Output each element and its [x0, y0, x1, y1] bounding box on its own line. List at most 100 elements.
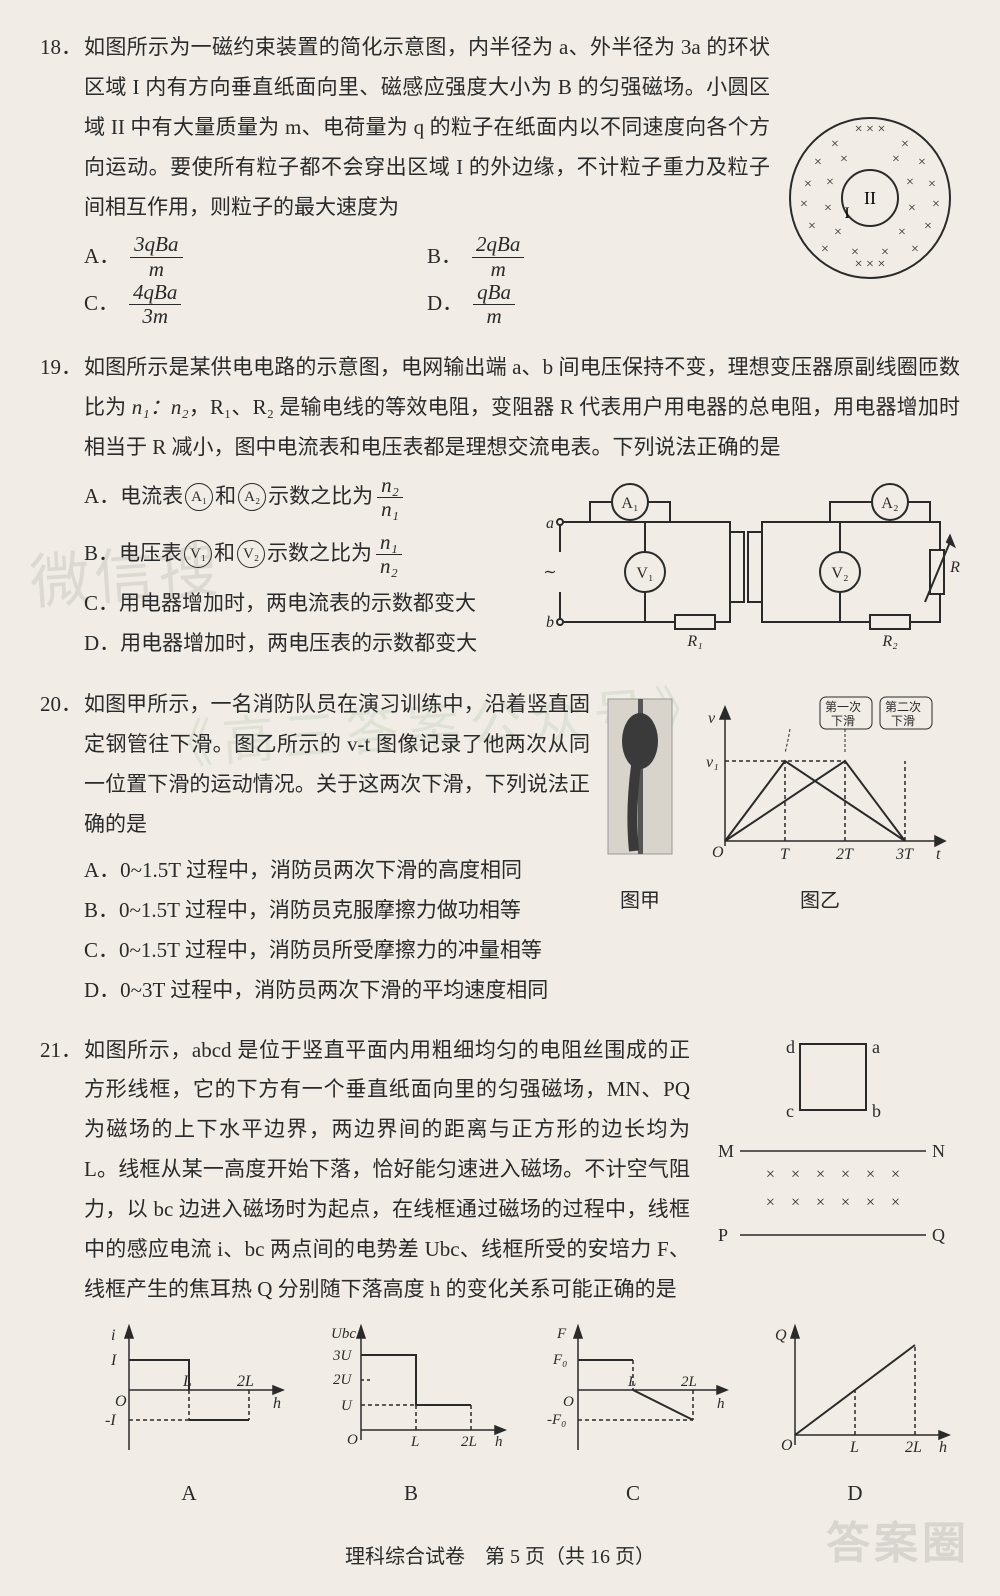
q21-graph-B: Ubc 3U 2U U O L 2L h B [306, 1320, 516, 1514]
question-21: 21． da cb MN PQ × × × × × × [40, 1031, 960, 1514]
q19-A2-label: A₂ [881, 495, 898, 512]
q18-number: 18． [40, 28, 82, 68]
svg-text:-F₀: -F₀ [547, 1412, 566, 1428]
svg-text:O: O [712, 844, 724, 861]
svg-text:×: × [824, 201, 832, 216]
svg-text:L: L [182, 1373, 192, 1390]
svg-text:-I: -I [105, 1412, 116, 1429]
svg-text:Q: Q [932, 1225, 945, 1245]
q19-number: 19． [40, 348, 82, 388]
svg-text:a: a [872, 1037, 880, 1057]
svg-text:2T: 2T [836, 846, 854, 863]
svg-text:×: × [898, 225, 906, 240]
q18-option-C: C． 4qBa3m [84, 281, 427, 328]
q21-graph-A: i I -I O L 2L h A [84, 1320, 294, 1514]
svg-text:2L: 2L [905, 1439, 922, 1456]
q20-option-D: D．0~3T 过程中，消防员两次下滑的平均速度相同 [84, 971, 960, 1011]
q18-label-II: II [864, 188, 876, 208]
svg-text:下滑: 下滑 [831, 714, 855, 728]
q21-graph-B-label: B [306, 1474, 516, 1514]
q19-stem: 如图所示是某供电电路的示意图，电网输出端 a、b 间电压保持不变，理想变压器原副… [84, 348, 960, 468]
svg-text:×: × [808, 219, 816, 234]
svg-text:T: T [780, 846, 790, 863]
svg-text:L: L [627, 1374, 636, 1390]
svg-text:I: I [110, 1352, 117, 1369]
svg-text:×: × [918, 155, 926, 170]
svg-text:N: N [932, 1141, 945, 1161]
svg-text:h: h [495, 1434, 503, 1450]
q19-A1-label: A₁ [621, 495, 638, 512]
page-footer: 理科综合试卷 第 5 页（共 16 页） [40, 1538, 960, 1576]
q21-graph-C: F F₀ -F₀ O L 2L h C [528, 1320, 738, 1514]
svg-text:2L: 2L [681, 1374, 697, 1390]
svg-text:Q: Q [775, 1327, 787, 1344]
q18-label-I: I [844, 205, 849, 222]
svg-text:×: × [814, 155, 822, 170]
svg-text:O: O [347, 1432, 358, 1448]
svg-text:× × ×: × × × [855, 122, 886, 137]
svg-text:2L: 2L [461, 1434, 477, 1450]
q20-number: 20． [40, 685, 82, 725]
q18-figure: × × × ×× ×× ×× ×× ×× ×× ×× ×× ×× ×× × × … [780, 108, 960, 302]
svg-text:×: × [840, 152, 848, 167]
svg-text:×: × [804, 177, 812, 192]
svg-text:3T: 3T [895, 846, 914, 863]
svg-text:h: h [717, 1396, 725, 1412]
svg-text:×: × [834, 225, 842, 240]
q21-graph-A-label: A [84, 1474, 294, 1514]
svg-text:a: a [546, 515, 554, 532]
svg-text:× × × × × ×: × × × × × × [766, 1166, 900, 1183]
q19-option-A: A．电流表 A₁ 和 A₂ 示数之比为 n₂n₁ [84, 474, 520, 521]
svg-text:∼: ∼ [543, 564, 556, 581]
q18-option-A: A． 3qBam [84, 233, 427, 280]
svg-text:×: × [924, 219, 932, 234]
svg-text:c: c [786, 1101, 794, 1121]
svg-text:R: R [949, 559, 960, 576]
svg-text:i: i [111, 1327, 115, 1344]
stamp: 答案圈 [826, 1502, 970, 1586]
svg-text:×: × [826, 175, 834, 190]
q20-vt-graph-icon: v v₁ O T 2T 3T t 第一次下滑 [690, 691, 950, 866]
q20-caption-2: 图乙 [690, 882, 950, 920]
svg-text:×: × [932, 197, 940, 212]
svg-text:L: L [410, 1434, 419, 1450]
svg-text:Ubc: Ubc [331, 1326, 356, 1342]
svg-text:×: × [821, 242, 829, 257]
svg-text:2L: 2L [237, 1373, 254, 1390]
svg-text:R₂: R₂ [881, 633, 898, 650]
svg-text:× × × × × ×: × × × × × × [766, 1194, 900, 1211]
svg-text:×: × [831, 137, 839, 152]
q18-diagram-icon: × × × ×× ×× ×× ×× ×× ×× ×× ×× ×× ×× × × … [780, 108, 960, 288]
q18-option-B: B． 2qBam [427, 233, 770, 280]
q19-V2-label: V₂ [831, 565, 848, 582]
svg-text:×: × [851, 245, 859, 260]
svg-text:P: P [718, 1225, 728, 1245]
svg-text:×: × [911, 242, 919, 257]
svg-text:×: × [928, 177, 936, 192]
svg-text:×: × [892, 152, 900, 167]
question-18: 18． × × × ×× ×× ×× ×× ×× ×× ×× ×× ×× ×× [40, 28, 960, 328]
question-20: 20． 图甲 [40, 685, 960, 1010]
svg-text:t: t [936, 846, 941, 863]
q21-figure: da cb MN PQ × × × × × × × × × × × × [700, 1031, 960, 1265]
svg-text:b: b [872, 1101, 881, 1121]
q21-graphs: i I -I O L 2L h A [84, 1320, 960, 1514]
q20-figures: 图甲 [600, 691, 960, 920]
q21-graph-D: Q O L 2L h D [750, 1320, 960, 1514]
svg-text:O: O [781, 1437, 793, 1454]
svg-text:下滑: 下滑 [891, 714, 915, 728]
svg-text:M: M [718, 1141, 734, 1161]
svg-text:第二次: 第二次 [885, 700, 921, 714]
svg-text:F: F [556, 1326, 567, 1342]
svg-text:第一次: 第一次 [825, 700, 861, 714]
svg-text:U: U [341, 1398, 353, 1414]
q18-option-D: D． qBam [427, 281, 770, 328]
svg-text:v₁: v₁ [706, 754, 719, 771]
svg-text:R₁: R₁ [686, 633, 702, 650]
svg-text:v: v [708, 710, 716, 727]
svg-text:F₀: F₀ [552, 1352, 567, 1368]
svg-text:h: h [939, 1439, 947, 1456]
q19-circuit-icon: A₁ A₂ V₁ V₂ R₁ R₂ R a b ∼ [530, 472, 960, 652]
q20-option-C: C．0~1.5T 过程中，消防员所受摩擦力的冲量相等 [84, 931, 960, 971]
q20-caption-1: 图甲 [600, 882, 680, 920]
